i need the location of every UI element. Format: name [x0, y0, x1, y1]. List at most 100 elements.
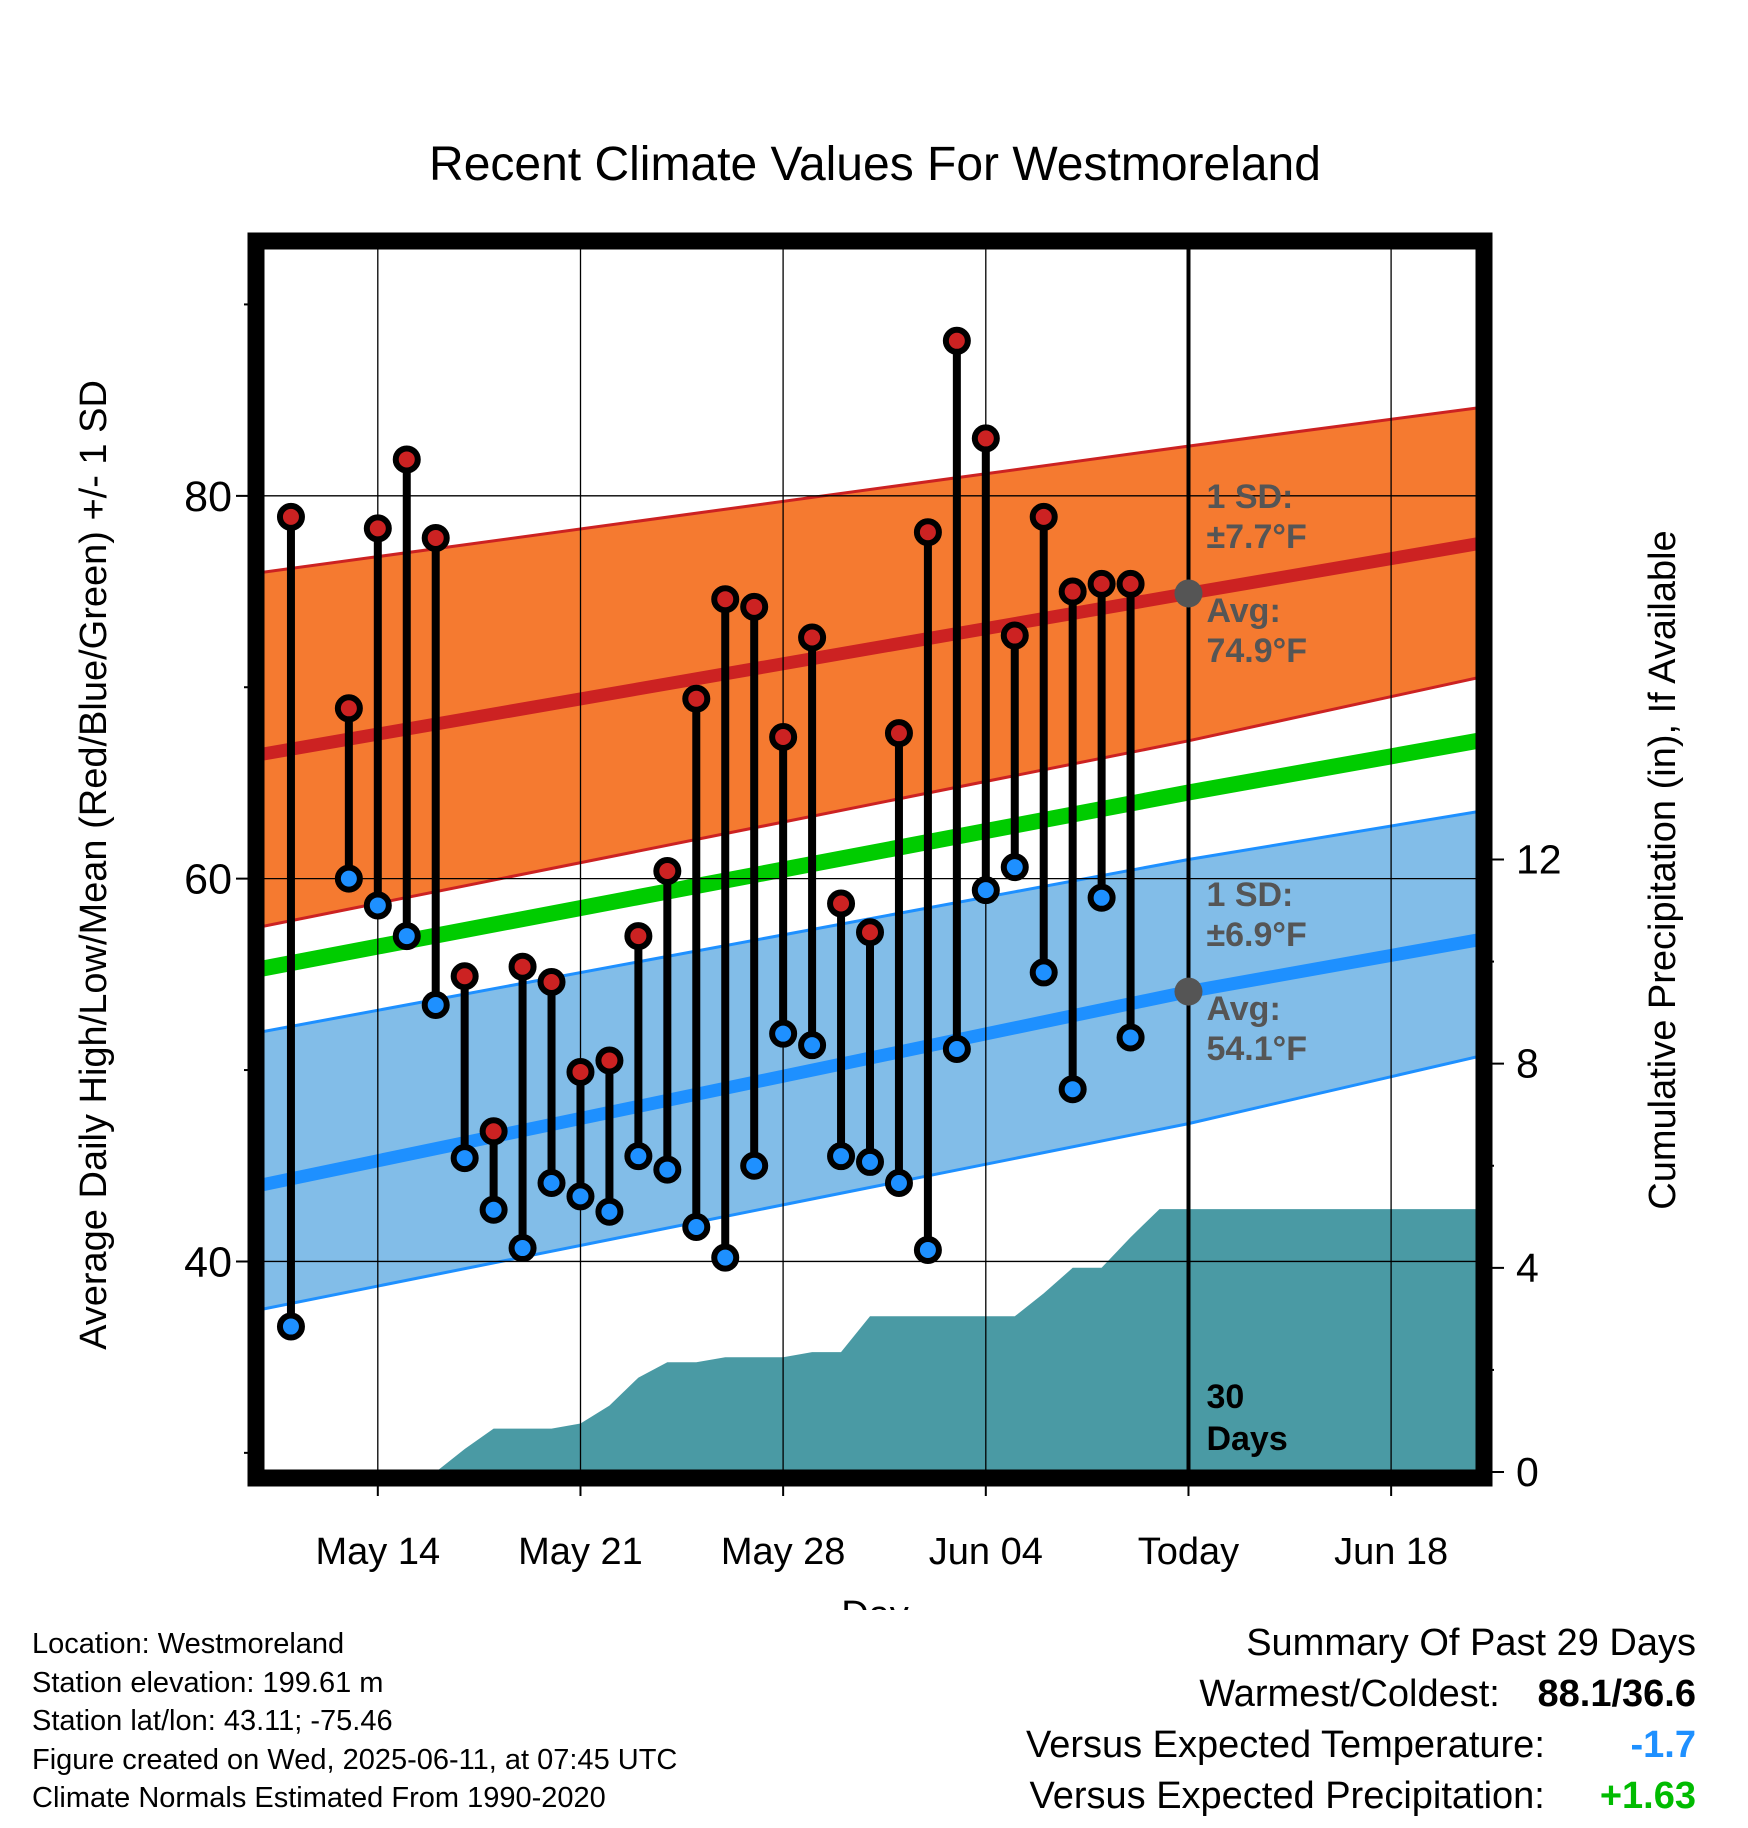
daily-high-point [1116, 569, 1145, 598]
high-sd-value: ±7.7°F [1206, 518, 1306, 556]
daily-high-point [827, 889, 856, 918]
daily-high-point [537, 968, 566, 996]
daily-low-point [942, 1034, 971, 1063]
y2-tick-label: 8 [1516, 1041, 1539, 1087]
daily-low-point [363, 891, 392, 920]
window-unit: Days [1206, 1420, 1287, 1458]
daily-low-point [1087, 883, 1116, 912]
location-text: Location: Westmoreland [32, 1628, 345, 1660]
elevation-text: Station elevation: 199.61 m [32, 1666, 384, 1699]
summary-warm-cold: Warmest/Coldest: 88.1/36.6 [1026, 1669, 1696, 1720]
temp-anomaly-label: Versus Expected Temperature: [1025, 1724, 1545, 1766]
precip-anomaly-label: Versus Expected Precipitation: [1029, 1775, 1545, 1817]
x-tick-label: May 28 [721, 1531, 846, 1573]
y-tick-label: 40 [184, 1238, 232, 1286]
high-avg-label: Avg: [1206, 592, 1280, 630]
daily-low-point [798, 1031, 827, 1060]
daily-high-point [1058, 577, 1087, 606]
daily-low-point [856, 1147, 884, 1176]
daily-low-point [682, 1213, 711, 1241]
daily-low-point [769, 1019, 798, 1048]
daily-low-point [827, 1142, 856, 1171]
daily-high-point [913, 518, 942, 547]
today-low-normal-marker [1174, 977, 1203, 1006]
daily-high-point [276, 502, 305, 531]
daily-high-point [942, 326, 971, 355]
daily-high-point [653, 856, 682, 885]
daily-high-point [1029, 502, 1058, 531]
high-avg-value: 74.9°F [1206, 632, 1307, 670]
daily-low-point [421, 990, 450, 1019]
x-tick-label: Jun 18 [1334, 1531, 1448, 1573]
daily-high-point [479, 1117, 508, 1146]
daily-high-point [769, 723, 798, 751]
summary-temp: Versus Expected Temperature: -1.7 [1026, 1720, 1696, 1771]
daily-high-point [508, 952, 537, 981]
summary-panel: Summary Of Past 29 Days Warmest/Coldest:… [1026, 1618, 1696, 1822]
daily-high-point [392, 445, 421, 474]
daily-low-point [537, 1168, 566, 1197]
y-tick-label: 80 [184, 473, 232, 521]
daily-low-point [913, 1235, 942, 1264]
daily-low-point [1116, 1023, 1145, 1052]
low-avg-value: 54.1°F [1206, 1030, 1307, 1068]
daily-high-point [856, 918, 884, 947]
y2-tick-label: 0 [1516, 1449, 1539, 1495]
latlon-text: Station lat/lon: 43.11; -75.46 [32, 1705, 393, 1737]
daily-high-point [1087, 569, 1116, 598]
daily-low-point [971, 876, 1000, 905]
daily-low-point [624, 1142, 653, 1171]
y-tick-label: 60 [184, 856, 232, 904]
daily-low-point [1029, 958, 1058, 987]
climate-chart: Recent Climate Values For Westmoreland 1… [73, 138, 1684, 1610]
daily-high-point [740, 592, 769, 621]
normals-text: Climate Normals Estimated From 1990-2020 [32, 1782, 606, 1814]
daily-low-point [711, 1243, 740, 1272]
daily-high-point [798, 623, 827, 652]
precip-anomaly-value: +1.63 [1599, 1775, 1696, 1817]
daily-low-point [566, 1182, 595, 1211]
daily-high-point [884, 719, 913, 748]
y-axis-label: Average Daily High/Low/Mean (Red/Blue/Gr… [73, 380, 115, 1350]
summary-precip: Versus Expected Precipitation: +1.63 [1026, 1771, 1696, 1822]
y2-tick-label: 4 [1516, 1245, 1539, 1291]
daily-low-point [276, 1312, 305, 1341]
x-tick-label: May 14 [315, 1531, 440, 1573]
daily-high-point [682, 684, 711, 713]
daily-low-point [479, 1195, 508, 1224]
daily-low-point [334, 864, 363, 893]
daily-low-point [508, 1234, 537, 1263]
x-axis-label: Day [841, 1594, 909, 1610]
daily-high-point [566, 1057, 595, 1086]
warm-cold-value: 88.1/36.6 [1537, 1673, 1696, 1715]
low-avg-label: Avg: [1206, 990, 1280, 1028]
daily-low-point [1058, 1075, 1087, 1104]
window-count: 30 [1206, 1378, 1244, 1416]
daily-high-point [971, 424, 1000, 453]
summary-title: Summary Of Past 29 Days [1246, 1622, 1696, 1664]
daily-high-point [363, 514, 392, 543]
warm-cold-label: Warmest/Coldest: [1199, 1673, 1500, 1715]
axes: 40 60 80 0 4 8 12 May 14 May 21 May 28 Jun 04 Today… [184, 232, 1562, 1573]
daily-high-point [450, 962, 479, 991]
daily-high-point [624, 922, 653, 951]
daily-low-point [392, 922, 421, 951]
low-sd-label: 1 SD: [1206, 876, 1293, 914]
station-info: Location: Westmoreland Station elevation… [32, 1625, 677, 1818]
daily-low-point [884, 1168, 913, 1197]
daily-low-point [740, 1151, 769, 1180]
today-high-normal-marker [1174, 579, 1203, 608]
daily-high-point [334, 694, 363, 723]
y2-tick-label: 12 [1516, 837, 1562, 883]
chart-title: Recent Climate Values For Westmoreland [429, 138, 1321, 191]
x-tick-label: May 21 [518, 1531, 643, 1573]
created-text: Figure created on Wed, 2025-06-11, at 07… [32, 1743, 678, 1776]
high-sd-band [262, 407, 1478, 927]
daily-low-point [653, 1155, 682, 1184]
low-sd-value: ±6.9°F [1206, 916, 1306, 954]
x-tick-label: Jun 04 [929, 1531, 1043, 1573]
x-tick-label: Today [1138, 1531, 1239, 1573]
daily-low-point [595, 1197, 624, 1226]
